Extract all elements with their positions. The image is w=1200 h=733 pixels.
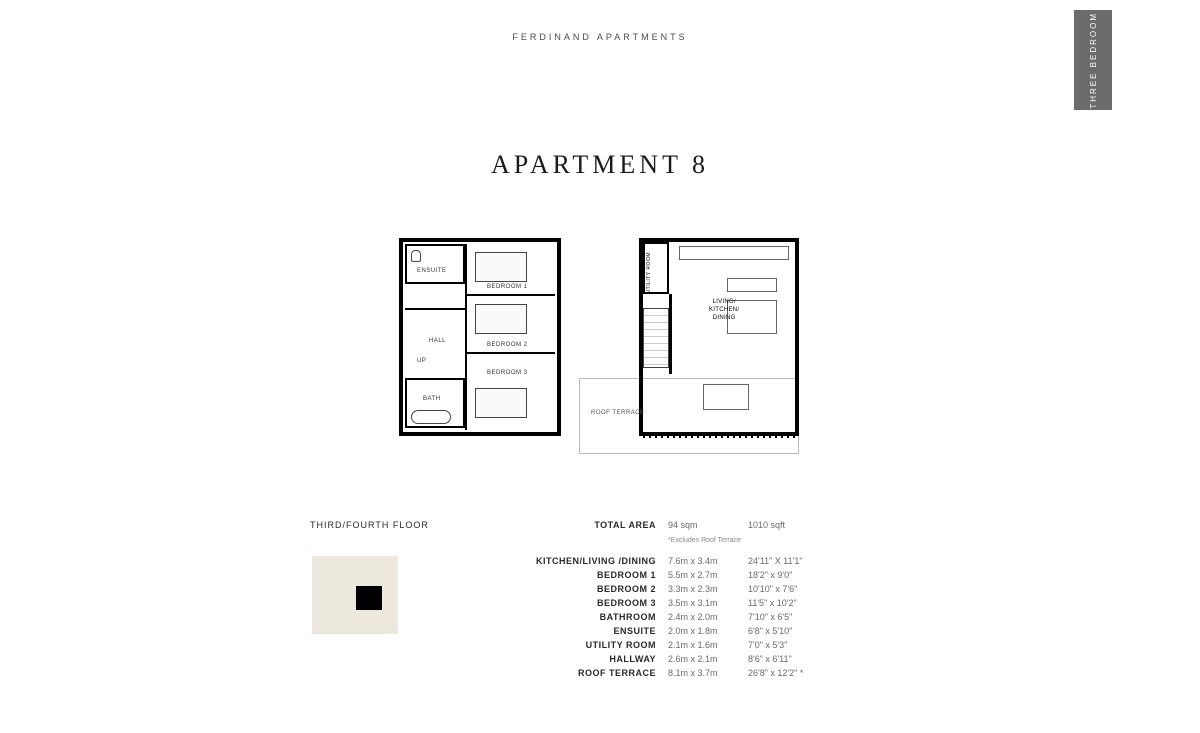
spec-room-name: UTILITY ROOM [528, 638, 668, 652]
spec-room-imperial: 26'8" x 12'2" * [748, 666, 848, 680]
spec-room-name: KITCHEN/LIVING /DINING [528, 554, 668, 568]
plan-label-utility: UTILITY ROOM [646, 252, 652, 293]
floorplan-container: ENSUITE BEDROOM 1 BEDROOM 2 BEDROOM 3 HA… [0, 238, 1200, 458]
plan-label-up: UP [417, 358, 426, 364]
spec-room-imperial: 11'5" x 10'2" [748, 596, 848, 610]
floor-indicator-label: THIRD/FOURTH FLOOR [310, 520, 429, 530]
spec-room-name: ENSUITE [528, 624, 668, 638]
plan-label-bedroom3: BEDROOM 3 [487, 370, 528, 376]
spec-room-row: ENSUITE2.0m x 1.8m6'8" x 5'10" [528, 624, 848, 638]
brand-header: FERDINAND APARTMENTS [0, 32, 1200, 42]
category-side-tab: THREE BEDROOM [1074, 10, 1112, 110]
spec-room-imperial: 18'2" x 9'0" [748, 568, 848, 582]
spec-room-metric: 3.3m x 2.3m [668, 582, 748, 596]
spec-room-row: ROOF TERRACE8.1m x 3.7m26'8" x 12'2" * [528, 666, 848, 680]
spec-room-metric: 5.5m x 2.7m [668, 568, 748, 582]
spec-room-imperial: 7'10" x 6'5" [748, 610, 848, 624]
spec-room-metric: 8.1m x 3.7m [668, 666, 748, 680]
plan-label-terrace: ROOF TERRACE [591, 410, 645, 416]
spec-room-name: ROOF TERRACE [528, 666, 668, 680]
spec-total-note: *Excludes Roof Terrace [668, 534, 741, 548]
spec-room-imperial: 10'10" x 7'6" [748, 582, 848, 596]
plan-label-bedroom2: BEDROOM 2 [487, 342, 528, 348]
plan-label-living: LIVING/ KITCHEN/ DINING [709, 298, 739, 322]
floor-indicator: THIRD/FOURTH FLOOR [310, 520, 429, 530]
page-title: APARTMENT 8 [0, 150, 1200, 180]
spec-room-metric: 2.1m x 1.6m [668, 638, 748, 652]
plan-label-bath: BATH [423, 396, 441, 402]
spec-total-label: TOTAL AREA [528, 518, 668, 532]
category-side-tab-label: THREE BEDROOM [1089, 12, 1098, 109]
plan-label-hall: HALL [429, 338, 446, 344]
spec-total-sqft: 1010 sqft [748, 518, 848, 532]
spec-room-name: BEDROOM 1 [528, 568, 668, 582]
spec-room-row: BEDROOM 15.5m x 2.7m18'2" x 9'0" [528, 568, 848, 582]
spec-total-row: TOTAL AREA 94 sqm 1010 sqft [528, 518, 848, 532]
spec-room-imperial: 8'6" x 6'11" [748, 652, 848, 666]
spec-room-imperial: 7'0" x 5'3" [748, 638, 848, 652]
spec-room-metric: 2.0m x 1.8m [668, 624, 748, 638]
spec-table: TOTAL AREA 94 sqm 1010 sqft *Excludes Ro… [528, 518, 848, 680]
floorplan-upper: UTILITY ROOM LIVING/ KITCHEN/ DINING ROO… [579, 238, 801, 458]
spec-room-row: UTILITY ROOM2.1m x 1.6m7'0" x 5'3" [528, 638, 848, 652]
spec-room-metric: 7.6m x 3.4m [668, 554, 748, 568]
spec-room-row: BEDROOM 23.3m x 2.3m10'10" x 7'6" [528, 582, 848, 596]
spec-room-name: BEDROOM 3 [528, 596, 668, 610]
keyplan [312, 556, 398, 634]
spec-room-row: KITCHEN/LIVING /DINING7.6m x 3.4m24'11" … [528, 554, 848, 568]
spec-room-name: BEDROOM 2 [528, 582, 668, 596]
spec-room-name: BATHROOM [528, 610, 668, 624]
plan-label-ensuite: ENSUITE [417, 268, 447, 274]
spec-room-row: BATHROOM2.4m x 2.0m7'10" x 6'5" [528, 610, 848, 624]
spec-room-row: BEDROOM 33.5m x 3.1m11'5" x 10'2" [528, 596, 848, 610]
spec-room-metric: 2.4m x 2.0m [668, 610, 748, 624]
spec-room-metric: 2.6m x 2.1m [668, 652, 748, 666]
spec-total-note-row: *Excludes Roof Terrace [528, 532, 848, 554]
spec-total-sqm: 94 sqm [668, 518, 748, 532]
spec-room-name: HALLWAY [528, 652, 668, 666]
keyplan-marker [356, 586, 382, 610]
spec-room-row: HALLWAY2.6m x 2.1m8'6" x 6'11" [528, 652, 848, 666]
spec-room-metric: 3.5m x 3.1m [668, 596, 748, 610]
spec-room-imperial: 6'8" x 5'10" [748, 624, 848, 638]
floorplan-lower: ENSUITE BEDROOM 1 BEDROOM 2 BEDROOM 3 HA… [399, 238, 561, 440]
spec-room-imperial: 24'11" X 11'1" [748, 554, 848, 568]
plan-label-bedroom1: BEDROOM 1 [487, 284, 528, 290]
